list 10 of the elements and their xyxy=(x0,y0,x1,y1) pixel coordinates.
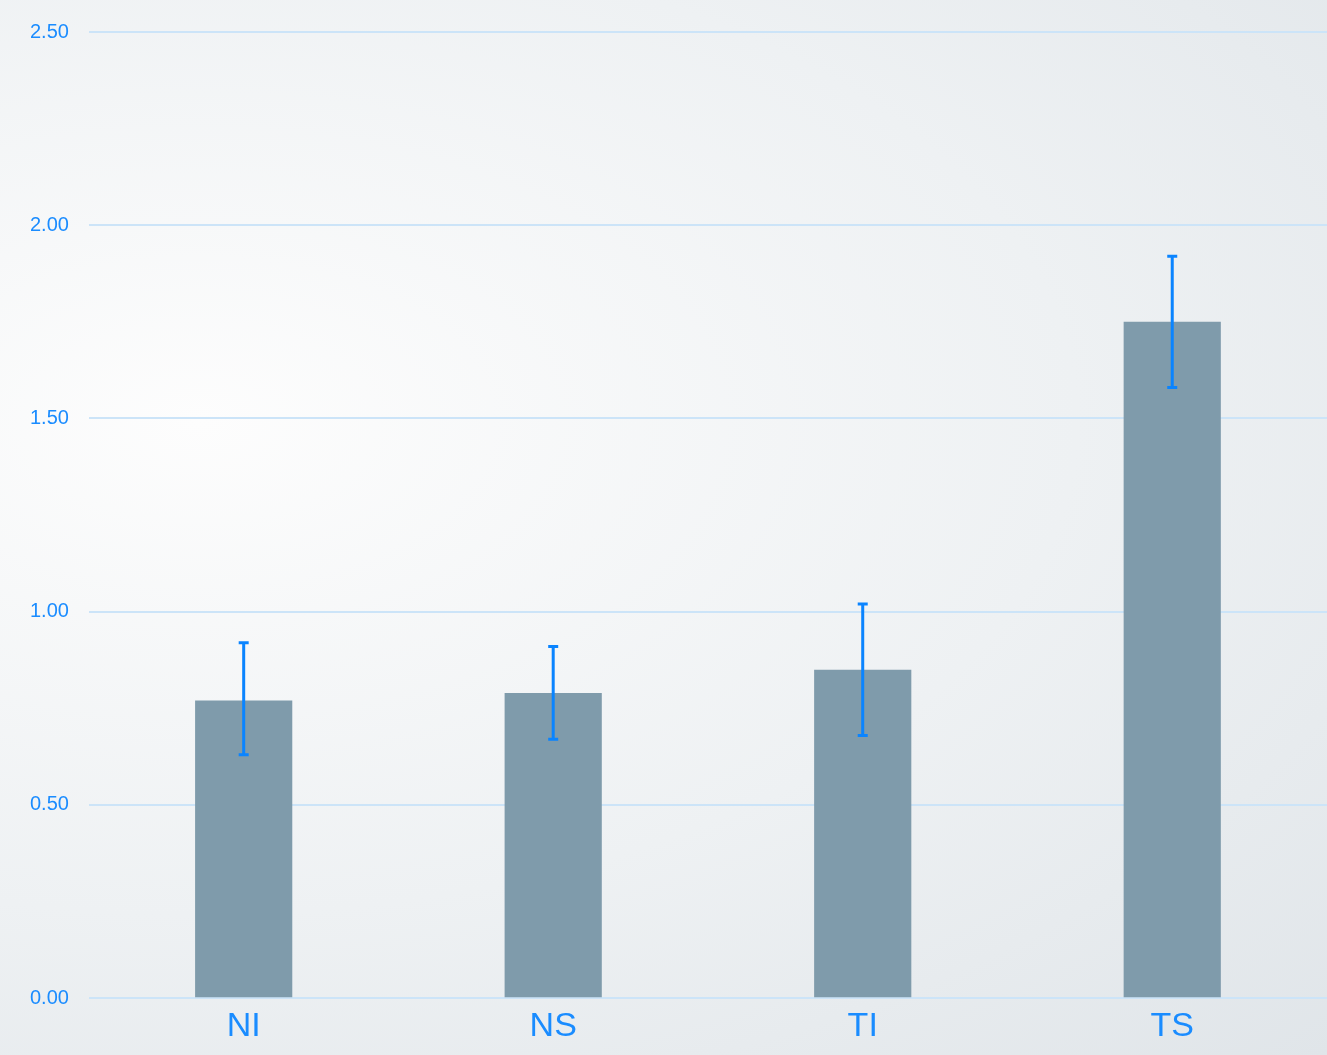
y-tick-label: 1.50 xyxy=(29,406,69,428)
x-tick-label: NI xyxy=(226,1004,261,1043)
x-tick-label: TI xyxy=(847,1004,878,1043)
y-tick-label: 1.00 xyxy=(29,599,69,622)
y-tick-label: 2.00 xyxy=(29,212,69,235)
x-tick-label: TS xyxy=(1150,1004,1194,1043)
y-tick-label: 0.50 xyxy=(29,792,69,815)
y-tick-label: 0.00 xyxy=(29,985,69,1008)
x-tick-label: NS xyxy=(529,1004,577,1043)
y-tick-label: 2.50 xyxy=(29,19,69,42)
